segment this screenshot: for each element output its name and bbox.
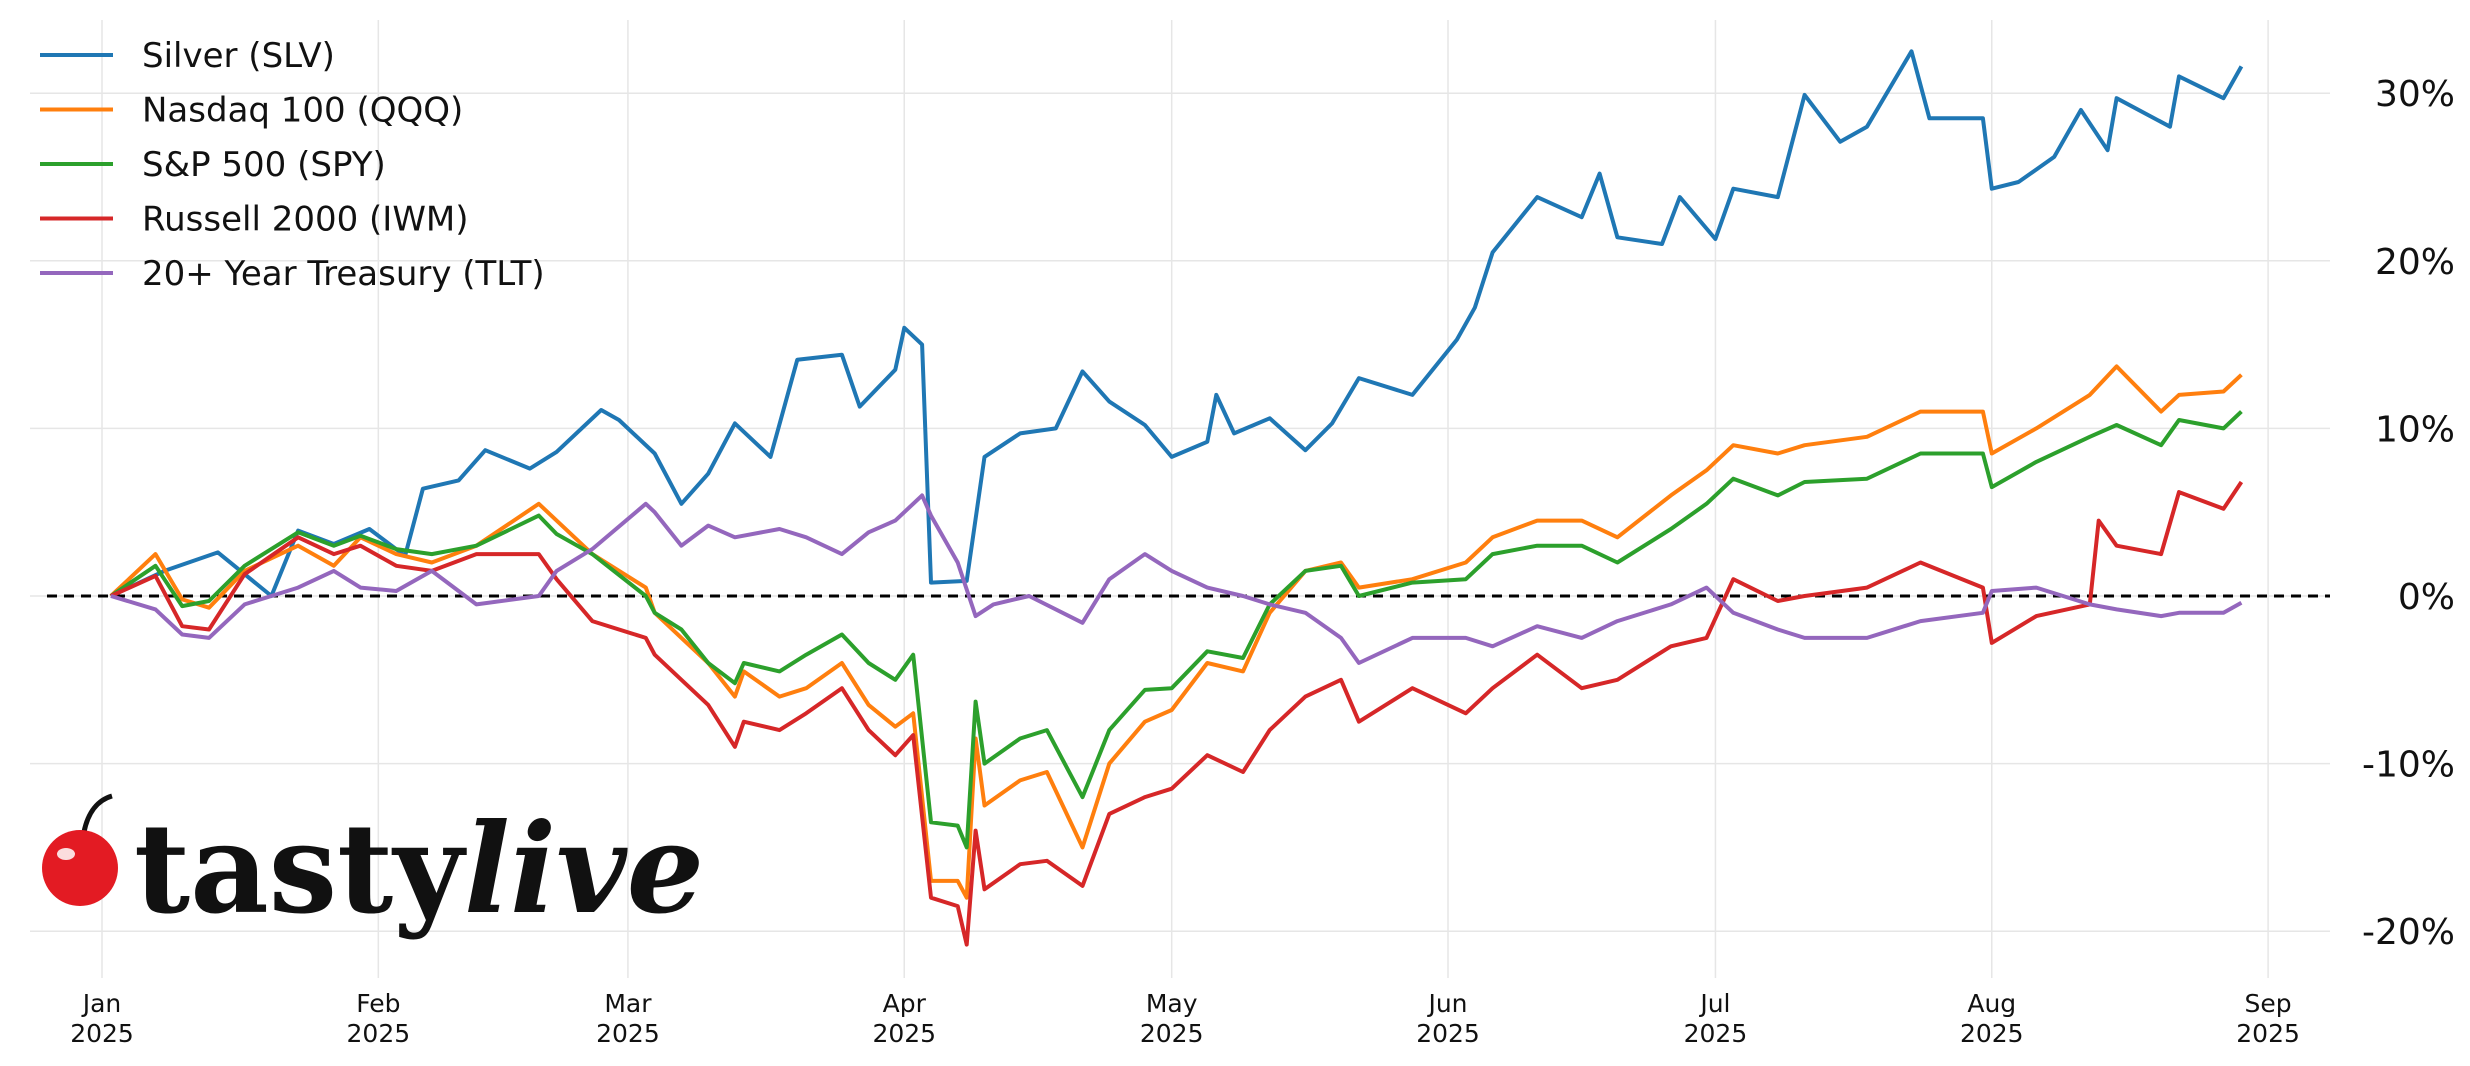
series-lines [109,49,2244,947]
y-tick-label: -10% [2362,745,2455,786]
x-tick-year: 2025 [1140,1019,1204,1048]
series-line-s-p-500-spy- [109,410,2243,850]
legend-label: Silver (SLV) [142,36,335,76]
x-axis-ticks: Jan2025Feb2025Mar2025Apr2025May2025Jun20… [70,989,2300,1048]
x-tick-month: Mar [604,989,652,1018]
series-line-nasdaq-100-qqq- [109,364,2243,900]
logo-text-tasty: tasty [134,797,468,942]
series-line-russell-2000-iwm- [110,480,2244,947]
tastylive-logo: tastylive [42,793,704,942]
x-tick-month: Aug [1967,989,2016,1018]
series-line-silver-slv- [110,49,2244,598]
y-tick-label: 30% [2375,74,2455,115]
x-tick-month: Apr [883,989,927,1018]
svg-text:tastylive: tastylive [134,797,704,942]
series-line-20-year-treasury-tlt- [110,493,2243,665]
x-tick-month: May [1146,989,1198,1018]
x-tick-month: Feb [356,989,400,1018]
y-tick-label: -20% [2362,912,2455,953]
x-tick-month: Jul [1698,989,1730,1018]
x-tick-year: 2025 [1684,1019,1748,1048]
legend: Silver (SLV) Nasdaq 100 (QQQ) S&P 500 (SPY… [40,36,545,294]
x-tick-year: 2025 [2236,1019,2300,1048]
x-tick-year: 2025 [596,1019,660,1048]
x-tick-month: Jan [81,989,122,1018]
cherry-icon [42,793,118,906]
y-tick-label: 20% [2375,242,2455,283]
legend-label: 20+ Year Treasury (TLT) [142,254,545,294]
legend-label: Nasdaq 100 (QQQ) [142,91,463,131]
logo-text-live: live [464,797,704,942]
x-tick-year: 2025 [347,1019,411,1048]
x-tick-year: 2025 [1960,1019,2024,1048]
grid [30,20,2330,978]
x-tick-year: 2025 [70,1019,134,1048]
legend-label: Russell 2000 (IWM) [142,200,469,240]
x-tick-year: 2025 [1416,1019,1480,1048]
x-tick-year: 2025 [872,1019,936,1048]
y-axis-ticks: 30% 20% 10% 0% -10% -20% [2362,74,2455,953]
x-tick-month: Sep [2245,989,2292,1018]
legend-label: S&P 500 (SPY) [142,145,386,185]
y-tick-label: 0% [2398,577,2455,618]
y-tick-label: 10% [2375,409,2455,450]
x-tick-month: Jun [1426,989,1467,1018]
